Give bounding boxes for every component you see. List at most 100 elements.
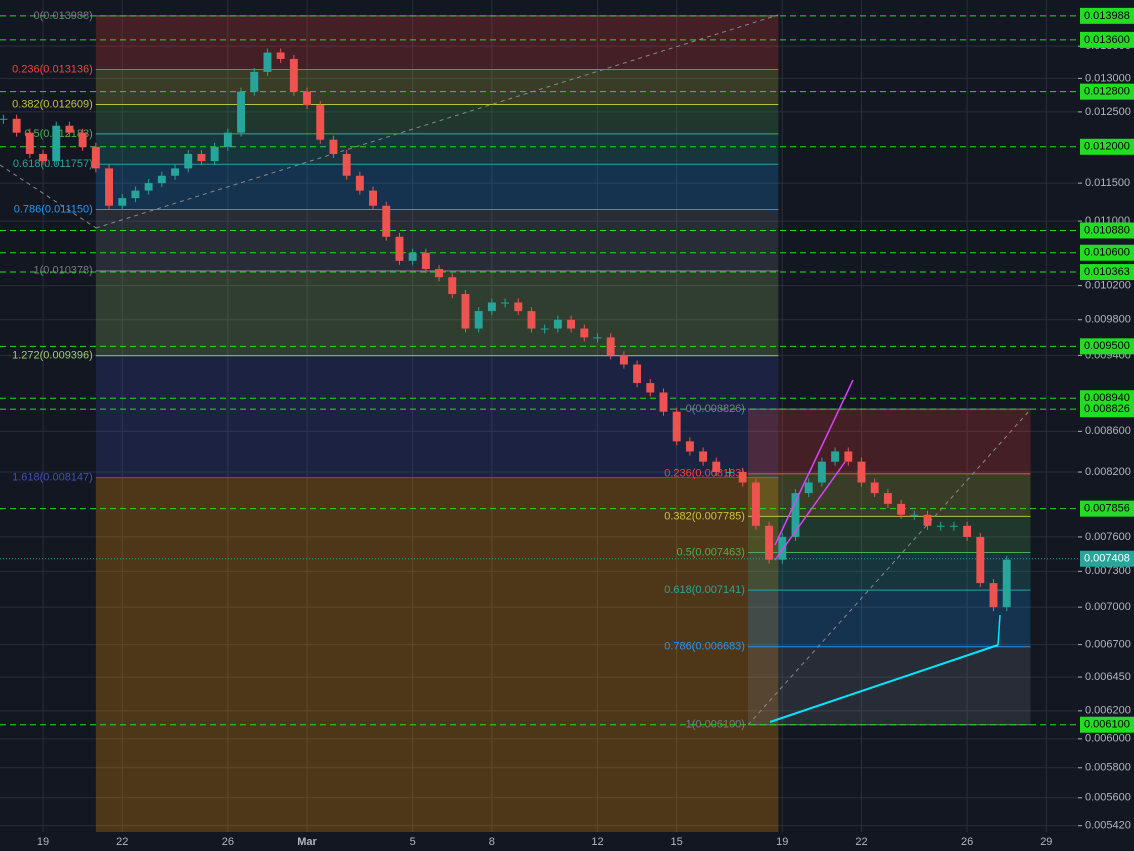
fib-band bbox=[95, 355, 779, 478]
x-tick-label: 19 bbox=[37, 836, 49, 848]
candle bbox=[580, 328, 589, 338]
y-tick-label: 0.006450 bbox=[1085, 671, 1131, 683]
price-label: 0.009500 bbox=[1084, 340, 1130, 352]
candle bbox=[276, 52, 285, 59]
candle bbox=[963, 525, 972, 537]
candle bbox=[857, 461, 866, 483]
candle bbox=[593, 337, 602, 339]
candle bbox=[210, 146, 219, 162]
price-label: 0.008940 bbox=[1084, 392, 1130, 404]
x-tick-label: 12 bbox=[591, 836, 603, 848]
candle bbox=[12, 118, 21, 133]
candle bbox=[157, 175, 166, 184]
fib-band bbox=[95, 104, 779, 134]
candle-layer bbox=[0, 48, 1011, 612]
y-tick-label: 0.005420 bbox=[1085, 820, 1131, 832]
fib-band bbox=[95, 164, 779, 210]
candle bbox=[976, 536, 985, 584]
y-tick-label: 0.008600 bbox=[1085, 425, 1131, 437]
fib-band bbox=[95, 270, 779, 356]
x-tick-label: 22 bbox=[116, 836, 128, 848]
candle bbox=[633, 364, 642, 384]
fib-label: 0.5(0.007463) bbox=[676, 546, 745, 558]
fib-band bbox=[747, 409, 1031, 474]
candle bbox=[817, 461, 826, 483]
candle bbox=[844, 451, 853, 462]
y-tick-label: 0.007300 bbox=[1085, 565, 1131, 577]
price-label: 0.010363 bbox=[1084, 266, 1130, 278]
candle bbox=[78, 132, 87, 147]
candle bbox=[303, 91, 312, 106]
price-label-box bbox=[1080, 264, 1134, 281]
candle bbox=[184, 153, 193, 169]
y-tick-label: 0.010200 bbox=[1085, 280, 1131, 292]
price-label: 0.013988 bbox=[1084, 10, 1130, 22]
x-tick-label: 26 bbox=[961, 836, 973, 848]
candle bbox=[936, 525, 945, 527]
price-label: 0.010880 bbox=[1084, 224, 1130, 236]
y-tick-label: 0.006700 bbox=[1085, 638, 1131, 650]
candle bbox=[540, 328, 549, 330]
candle bbox=[725, 472, 734, 474]
last-price-label: 0.007408 bbox=[1084, 553, 1130, 565]
price-label-box bbox=[1080, 401, 1134, 418]
fib-band bbox=[747, 552, 1031, 591]
candle bbox=[487, 302, 496, 312]
fib-label: 0.786(0.011150) bbox=[14, 203, 93, 215]
candle bbox=[0, 118, 8, 120]
candle bbox=[223, 132, 232, 147]
candle bbox=[39, 153, 47, 162]
candle bbox=[910, 514, 919, 516]
candle bbox=[699, 451, 708, 462]
price-label-box bbox=[1080, 338, 1134, 355]
candle bbox=[659, 392, 668, 412]
x-tick-label: 19 bbox=[776, 836, 788, 848]
fib-label: 0.236(0.013136) bbox=[12, 63, 93, 75]
fib-label: 1.618(0.008147) bbox=[12, 471, 93, 483]
candle bbox=[989, 583, 998, 608]
candle bbox=[553, 319, 562, 329]
candle bbox=[131, 190, 140, 199]
candle bbox=[870, 482, 879, 494]
candle bbox=[804, 482, 813, 494]
candle bbox=[118, 198, 127, 206]
x-tick-label: 26 bbox=[222, 836, 234, 848]
candle bbox=[949, 525, 958, 527]
candle bbox=[382, 205, 391, 237]
candle bbox=[619, 355, 628, 365]
y-tick-label: 0.013000 bbox=[1085, 72, 1131, 84]
candle bbox=[791, 493, 800, 537]
candle bbox=[474, 311, 483, 329]
candle bbox=[237, 91, 246, 133]
drawings bbox=[0, 14, 1031, 726]
candle bbox=[435, 269, 444, 278]
y-tick-label: 0.008200 bbox=[1085, 466, 1131, 478]
candle bbox=[369, 190, 378, 206]
channel-line bbox=[774, 379, 854, 546]
fib-band bbox=[95, 133, 779, 165]
candle bbox=[501, 302, 510, 304]
y-tick-label: 0.007600 bbox=[1085, 531, 1131, 543]
price-label-box bbox=[1080, 7, 1134, 24]
y-tick-label: 0.005800 bbox=[1085, 762, 1131, 774]
fib-band bbox=[95, 477, 779, 832]
fib-label: 0.786(0.006683) bbox=[664, 641, 745, 653]
last-price-box bbox=[1080, 550, 1134, 567]
x-tick-label: 5 bbox=[410, 836, 416, 848]
candle bbox=[329, 139, 338, 154]
candle bbox=[646, 383, 655, 393]
fib-band bbox=[747, 646, 1031, 725]
price-label-box bbox=[1080, 31, 1134, 48]
y-tick-label: 0.006000 bbox=[1085, 733, 1131, 745]
price-label: 0.006100 bbox=[1084, 719, 1130, 731]
y-tick-label: 0.011500 bbox=[1085, 177, 1130, 189]
fib-layer: 0(0.013988)0.236(0.013136)0.382(0.012609… bbox=[12, 10, 1031, 832]
fib-label: 0.382(0.007785) bbox=[664, 510, 745, 522]
fib-band bbox=[747, 590, 1031, 647]
candle bbox=[52, 125, 61, 162]
fib-label: 0.618(0.007141) bbox=[664, 584, 745, 596]
price-label: 0.012800 bbox=[1084, 86, 1130, 98]
y-tick-label: 0.009800 bbox=[1085, 314, 1131, 326]
candle bbox=[712, 461, 721, 473]
